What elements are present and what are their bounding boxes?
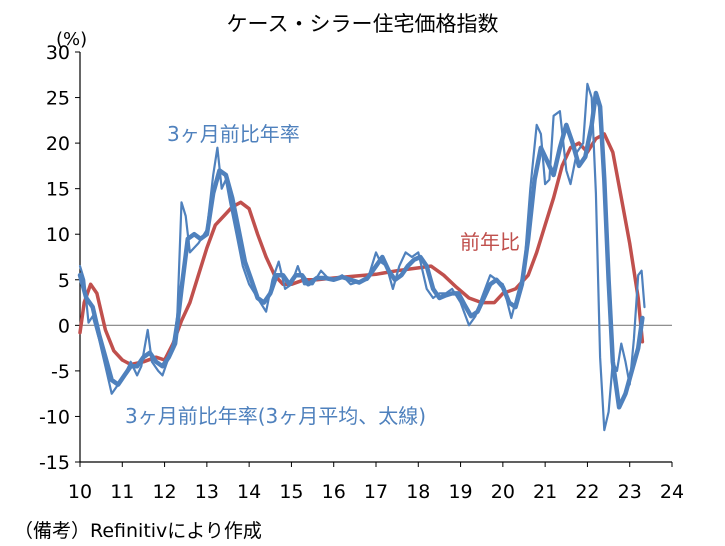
y-tick-label: -10 bbox=[39, 406, 70, 428]
y-tick-label: 30 bbox=[46, 42, 70, 64]
yoy-line bbox=[78, 132, 645, 367]
x-tick-label: 19 bbox=[448, 481, 472, 503]
x-tick-label: 18 bbox=[406, 481, 430, 503]
mom3-avg-line bbox=[77, 90, 645, 410]
y-tick-label: 20 bbox=[46, 133, 70, 155]
series-lines bbox=[77, 82, 646, 432]
x-tick-label: 11 bbox=[110, 481, 134, 503]
y-tick-label: 25 bbox=[46, 88, 70, 110]
y-tick-label: 5 bbox=[58, 270, 70, 292]
annotation-3m-annualized: 3ヶ月前比年率 bbox=[167, 122, 300, 146]
mom3-annualized-line bbox=[78, 82, 646, 432]
y-tick-label: 10 bbox=[46, 224, 70, 246]
source-note: （備考）Refinitivにより作成 bbox=[14, 520, 262, 542]
y-tick-label: -15 bbox=[39, 452, 70, 474]
y-tick-label: -5 bbox=[51, 361, 70, 383]
chart-title: ケース・シラー住宅価格指数 bbox=[226, 12, 499, 36]
x-tick-label: 24 bbox=[660, 481, 684, 503]
y-tick-label: 0 bbox=[58, 315, 70, 337]
annotation-3m-avg: 3ヶ月前比年率(3ヶ月平均、太線) bbox=[125, 404, 426, 428]
x-tick-label: 15 bbox=[279, 481, 303, 503]
x-tick-label: 14 bbox=[237, 481, 261, 503]
x-tick-label: 23 bbox=[618, 481, 642, 503]
x-tick-label: 13 bbox=[195, 481, 219, 503]
x-tick-label: 10 bbox=[68, 481, 92, 503]
axes: 30 25 20 15 10 5 0 -5 -10 -15 10 11 12 13 14 15 16 17 18 19… bbox=[39, 42, 684, 503]
x-tick-label: 22 bbox=[575, 481, 599, 503]
y-tick-label: 15 bbox=[46, 179, 70, 201]
x-tick-label: 21 bbox=[533, 481, 557, 503]
x-tick-label: 20 bbox=[491, 481, 515, 503]
annotation-yoy: 前年比 bbox=[460, 230, 520, 254]
x-tick-label: 12 bbox=[152, 481, 176, 503]
x-tick-label: 17 bbox=[364, 481, 388, 503]
y-unit-label: (%) bbox=[56, 29, 87, 50]
x-tick-label: 16 bbox=[322, 481, 346, 503]
